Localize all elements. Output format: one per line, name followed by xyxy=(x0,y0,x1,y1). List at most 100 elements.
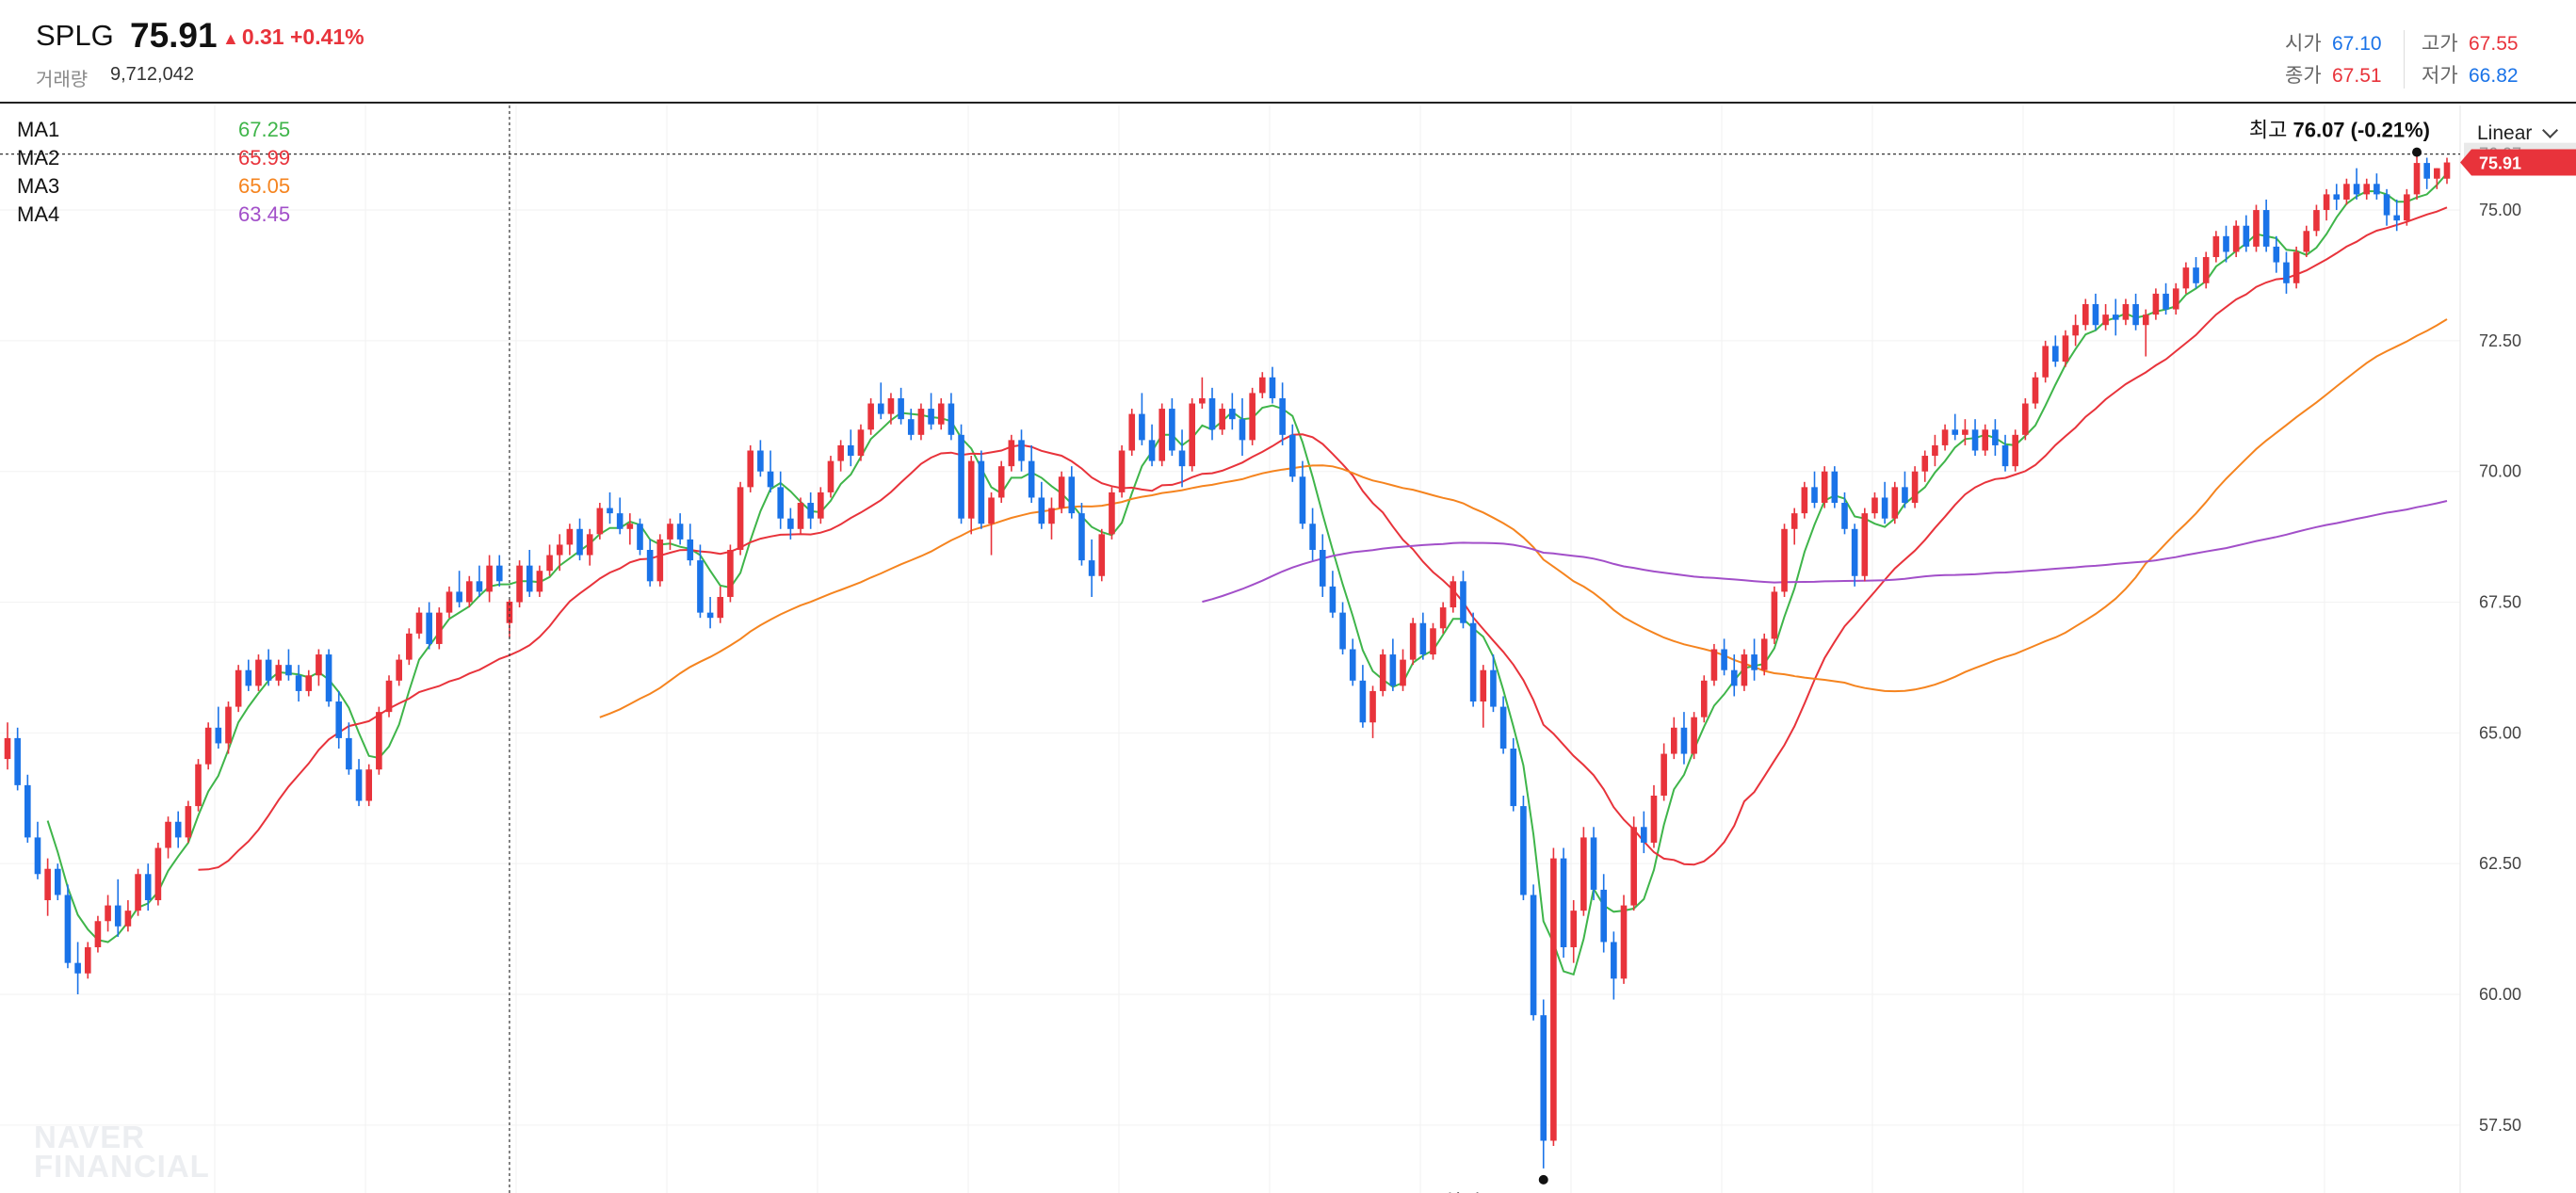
candle-body xyxy=(2373,184,2380,195)
candle-body xyxy=(2152,293,2160,315)
candle-body xyxy=(84,947,91,974)
candle-body xyxy=(1611,942,1617,979)
candle-body xyxy=(706,612,714,619)
candle-body xyxy=(2032,377,2039,404)
candle-body xyxy=(2202,257,2210,283)
candle-body xyxy=(1751,654,1758,670)
ma-value: 65.99 xyxy=(238,146,291,169)
candle-body xyxy=(848,444,854,457)
ma-legend-row: MA3 65.05 xyxy=(17,172,290,201)
candle-body xyxy=(1902,487,1908,504)
candle-body xyxy=(1128,413,1136,451)
ohlc-divider xyxy=(2404,30,2405,89)
candle-body xyxy=(747,450,754,488)
candle-body xyxy=(2262,210,2270,247)
candle-body xyxy=(1430,628,1436,655)
candle-body xyxy=(1450,581,1457,608)
candle-body xyxy=(737,487,744,550)
low-value: 66.82 xyxy=(2469,65,2519,87)
candle-body xyxy=(1710,649,1718,681)
candle-body xyxy=(1831,471,1839,504)
candle-body xyxy=(124,911,132,927)
candle-body xyxy=(1299,476,1306,524)
candle-body xyxy=(676,524,684,540)
candle-body xyxy=(195,764,202,807)
candle-body xyxy=(958,434,964,519)
candle-body xyxy=(2343,184,2350,200)
candle-body xyxy=(305,675,313,691)
candle-body xyxy=(997,466,1005,498)
candle-body xyxy=(807,503,814,519)
candle-body xyxy=(1419,622,1427,655)
candle-body xyxy=(1088,560,1095,576)
volume-value: 9,712,042 xyxy=(110,64,194,85)
ma-name: MA2 xyxy=(17,146,60,169)
candle-body xyxy=(576,528,583,556)
low-annotation-value: 56.67 (+33.95%) xyxy=(1486,1191,1640,1193)
candle-body xyxy=(967,460,975,519)
candle-body xyxy=(1982,429,1989,451)
candle-body xyxy=(2212,235,2220,258)
candle-body xyxy=(937,403,945,425)
candle-body xyxy=(335,701,343,738)
candle-body xyxy=(637,524,643,550)
candle-body xyxy=(1469,622,1477,702)
candle-body xyxy=(1580,837,1587,911)
candle-body xyxy=(2172,288,2179,310)
candle-body xyxy=(285,665,292,676)
candle-body xyxy=(857,429,865,457)
candle-body xyxy=(596,508,604,535)
y-tick-label: 62.50 xyxy=(2479,854,2521,873)
candle-body xyxy=(1309,524,1316,550)
candle-body xyxy=(376,712,382,770)
close-value: 67.51 xyxy=(2332,65,2382,87)
y-tick-label: 67.50 xyxy=(2479,593,2521,612)
ma-name: MA3 xyxy=(17,174,60,198)
candle-body xyxy=(2122,304,2130,320)
candle-body xyxy=(64,895,72,963)
candle-body xyxy=(174,821,182,838)
candle-body xyxy=(1851,528,1858,576)
candle-body xyxy=(697,560,704,613)
candle-body xyxy=(446,591,453,613)
high-annotation-prefix: 최고 xyxy=(2249,119,2293,142)
candle-body xyxy=(917,409,925,435)
ma-legend-row: MA2 65.99 xyxy=(17,144,290,172)
low-label: 저가 xyxy=(2422,65,2458,87)
candle-body xyxy=(2333,194,2341,200)
candle-body xyxy=(898,397,904,420)
candle-body xyxy=(1048,508,1055,524)
candle-body xyxy=(1329,586,1337,613)
candle-body xyxy=(1861,513,1869,576)
candle-body xyxy=(1881,497,1888,519)
logo-line: NAVER xyxy=(34,1120,146,1154)
scale-dropdown[interactable]: Linear xyxy=(2477,121,2559,145)
candle-body xyxy=(1389,654,1397,686)
candle-body xyxy=(727,549,734,597)
candle-body xyxy=(1409,622,1417,660)
candle-body xyxy=(2303,231,2310,252)
ohlc-left: 시가 67.10 종가 67.51 xyxy=(2285,28,2382,92)
close-label: 종가 xyxy=(2285,65,2322,87)
candle-body xyxy=(34,837,41,875)
ma-name: MA4 xyxy=(17,202,60,226)
candle-body xyxy=(767,471,774,488)
candle-body xyxy=(2142,314,2149,326)
candle-body xyxy=(2092,304,2099,326)
candle-body xyxy=(1288,434,1296,477)
high-annotation: 최고 76.07 (-0.21%) xyxy=(2249,119,2430,142)
high-value: 67.55 xyxy=(2469,33,2519,55)
open-label: 시가 xyxy=(2285,33,2322,55)
candle-body xyxy=(1971,429,1979,451)
high-marker-dot xyxy=(2412,147,2422,157)
naver-financial-logo: NAVER FINANCIAL xyxy=(34,1120,210,1182)
candle-body xyxy=(1540,1015,1547,1141)
ma-legend: MA1 67.25 MA2 65.99 MA3 65.05 MA4 63.45 xyxy=(17,116,290,229)
candle-body xyxy=(1841,503,1848,529)
candle-body xyxy=(1962,429,1968,435)
candle-body xyxy=(2404,194,2410,221)
candle-body xyxy=(1641,827,1647,843)
candle-body xyxy=(406,633,413,660)
candle-body xyxy=(1219,409,1225,430)
